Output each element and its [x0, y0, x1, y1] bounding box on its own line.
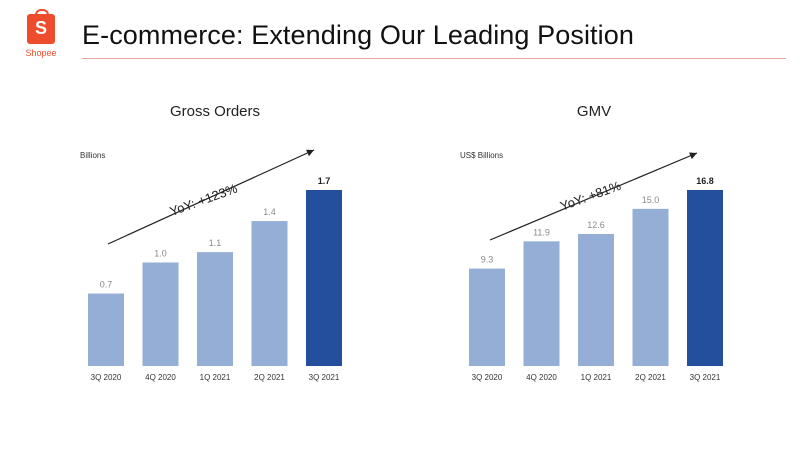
chart2-bar-1 — [469, 268, 505, 366]
chart1-bar-2 — [142, 262, 179, 366]
logo-letter: S — [34, 18, 47, 38]
chart2-tick-label-2: 4Q 2020 — [526, 373, 557, 382]
chart2-data-label-4: 15.0 — [642, 195, 660, 205]
chart1-bar-3 — [197, 252, 233, 366]
chart2-tick-label-3: 1Q 2021 — [581, 373, 612, 382]
chart2-tick-label-4: 2Q 2021 — [635, 373, 666, 382]
chart1-tick-label-4: 2Q 2021 — [254, 373, 285, 382]
chart1-bar-5 — [306, 190, 342, 366]
shopping-bag-icon: S — [27, 9, 55, 44]
chart1-bar-1 — [88, 293, 124, 366]
chart1-bar-4 — [251, 221, 288, 366]
shopee-logo: S Shopee — [22, 9, 60, 62]
chart2-bar-4 — [632, 208, 669, 366]
chart2-trend-arrow — [489, 152, 698, 241]
chart2-tick-label-1: 3Q 2020 — [472, 373, 503, 382]
chart1-tick-label-3: 1Q 2021 — [200, 373, 231, 382]
chart1-tick-label-2: 4Q 2020 — [145, 373, 176, 382]
chart1-tick-label-1: 3Q 2020 — [91, 373, 122, 382]
chart1-data-label-4: 1.4 — [263, 207, 276, 217]
chart2-tick-label-5: 3Q 2021 — [690, 373, 721, 382]
chart2-data-label-1: 9.3 — [481, 255, 494, 265]
chart2-bar-5 — [687, 190, 723, 366]
chart2-data-label-3: 12.6 — [587, 220, 605, 230]
chart1-data-label-2: 1.0 — [154, 248, 167, 258]
chart1-unit-label: Billions — [80, 151, 105, 160]
chart2-data-label-2: 11.9 — [533, 227, 550, 237]
chart2-bar-3 — [578, 234, 614, 366]
logo-text: Shopee — [25, 48, 57, 58]
chart1-title: Gross Orders — [170, 103, 260, 120]
chart1-yoy-annotation: YoY: +123% — [168, 180, 240, 218]
chart2-unit-label: US$ Billions — [460, 151, 503, 160]
chart2-bar-2 — [523, 241, 560, 366]
chart2-yoy-annotation: YoY: +81% — [558, 178, 623, 214]
chart1-data-label-1: 0.7 — [100, 280, 113, 290]
chart2-data-label-5: 16.8 — [696, 176, 714, 186]
chart1-trend-arrow — [107, 149, 315, 245]
chart1-tick-label-5: 3Q 2021 — [309, 373, 340, 382]
title-divider — [82, 58, 786, 59]
chart1-data-label-3: 1.1 — [209, 238, 222, 248]
chart1-data-label-5: 1.7 — [318, 176, 331, 186]
chart2-title: GMV — [577, 103, 611, 120]
page-title: E-commerce: Extending Our Leading Positi… — [82, 20, 634, 50]
